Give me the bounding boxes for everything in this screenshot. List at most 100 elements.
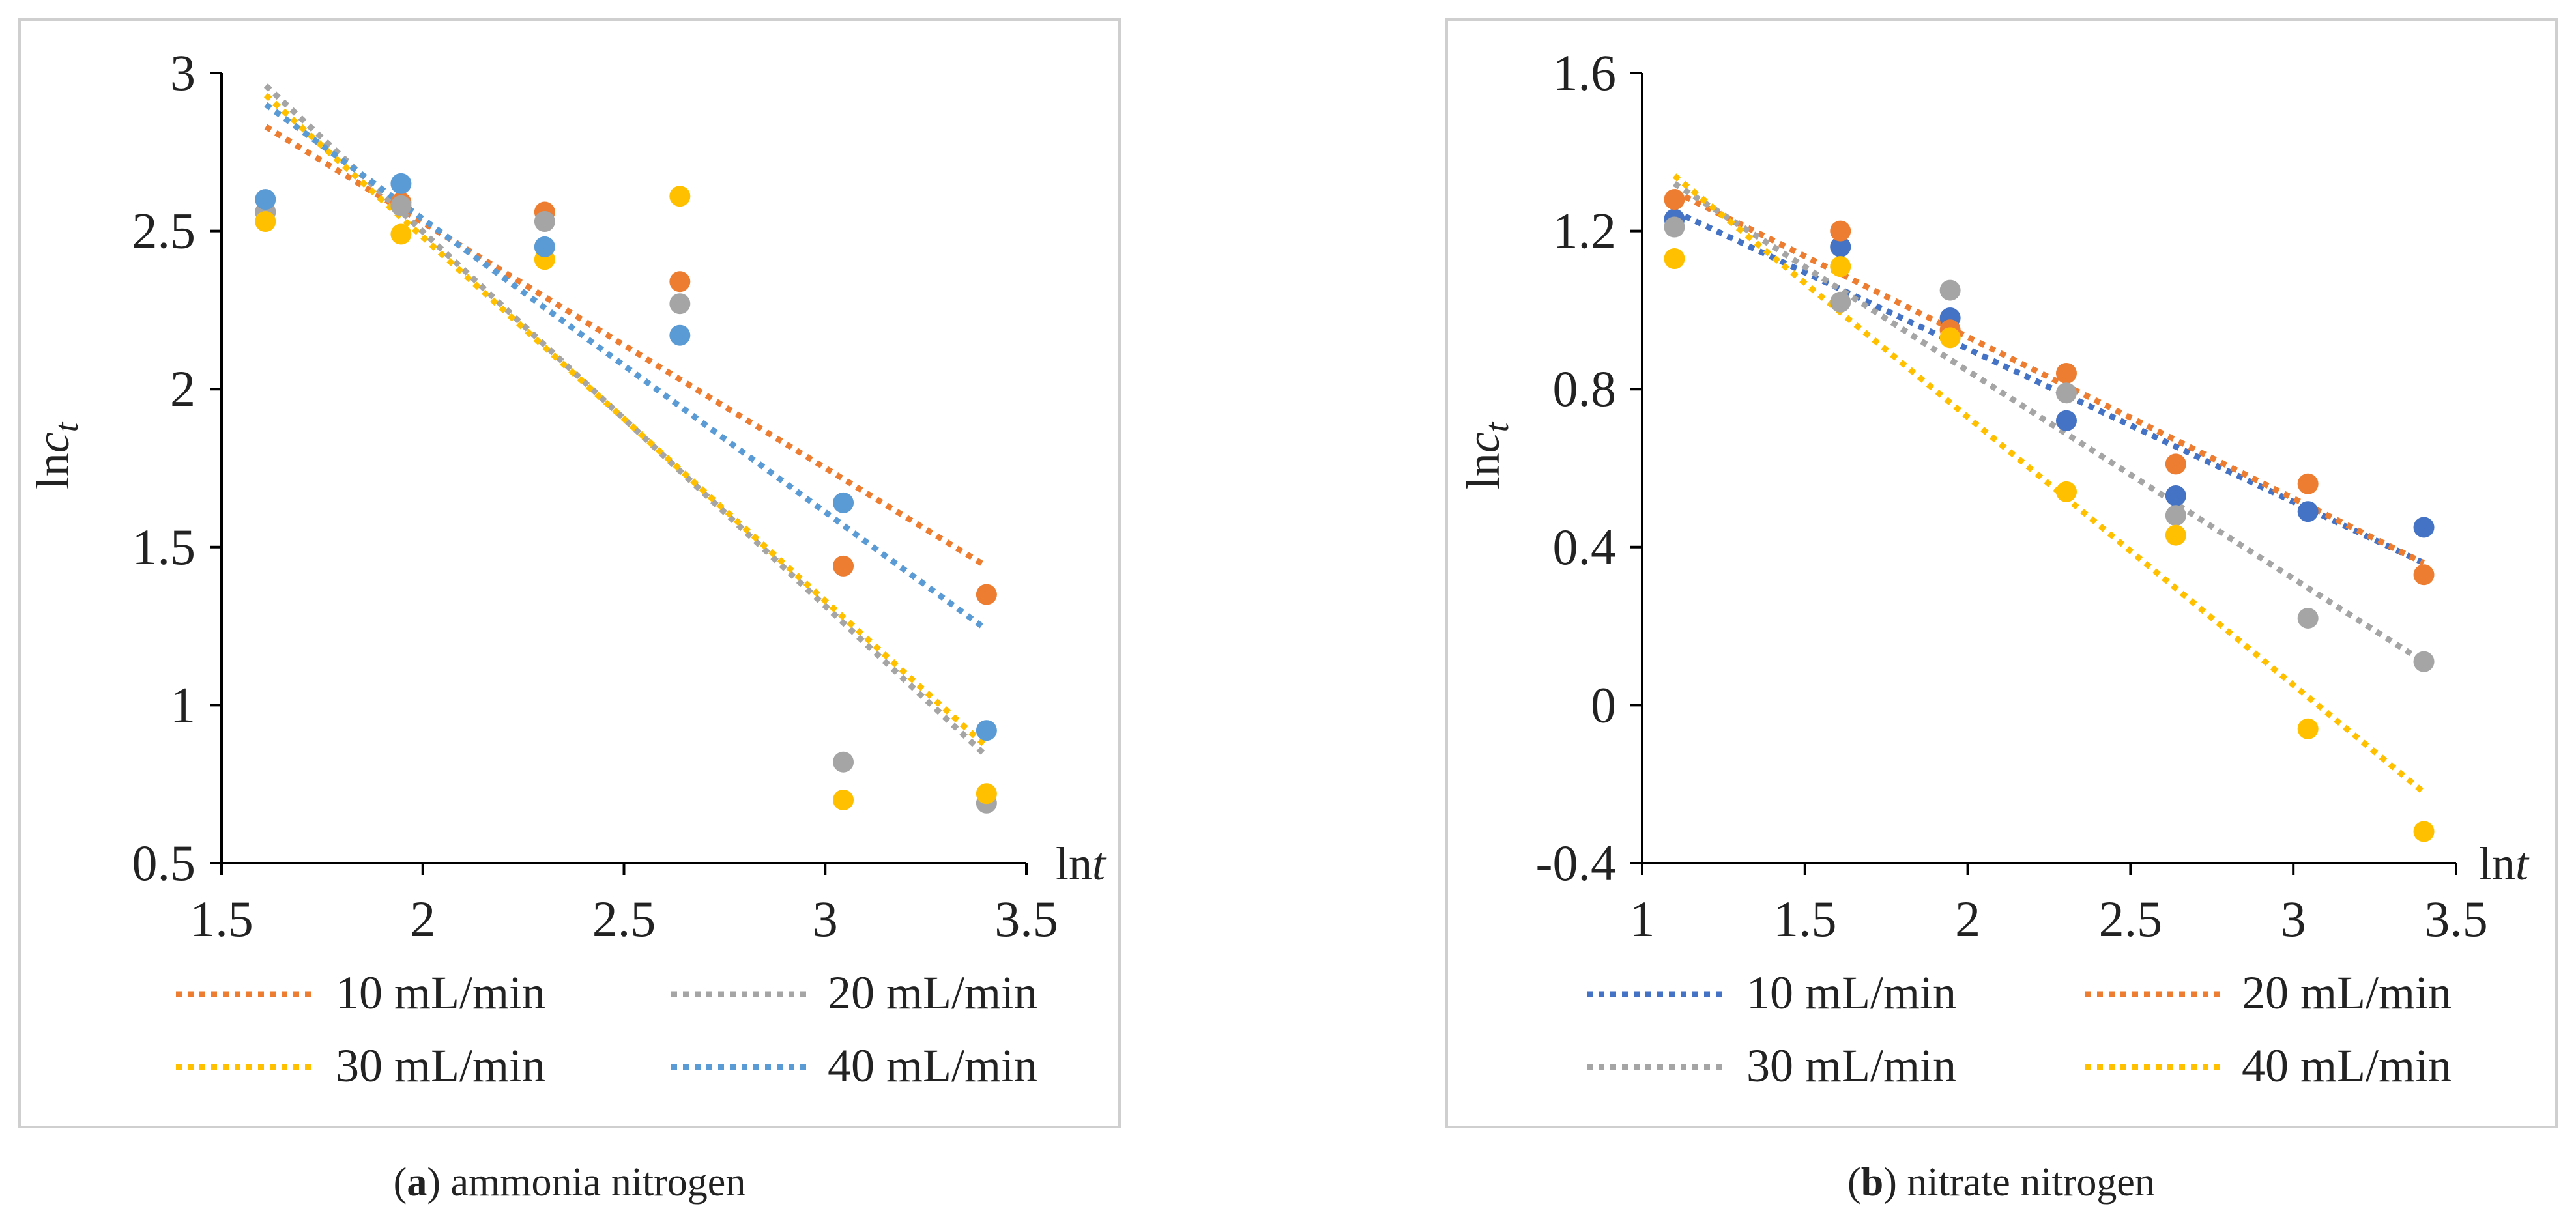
y-axis-title-var: c xyxy=(27,432,79,453)
y-tick-label: 1.5 xyxy=(132,519,196,575)
x-axis-title-var: t xyxy=(2515,838,2530,890)
data-point xyxy=(976,783,997,805)
panel-b-legend: 10 mL/min 20 mL/min 30 mL/min 40 mL/min xyxy=(1587,967,2452,1092)
data-point xyxy=(1830,291,1851,313)
trendline-30 xyxy=(1673,181,2425,664)
panel-b-x-ticklabels: 1 1.5 2 2.5 3 3.5 xyxy=(1630,891,2488,947)
panel-b-caption: (b) nitrate nitrogen xyxy=(1847,1160,2155,1205)
panel-a-axes xyxy=(210,72,1028,875)
data-point xyxy=(669,324,691,346)
y-axis-title-prefix: ln xyxy=(27,453,79,489)
data-point xyxy=(833,751,854,773)
x-tick-label: 3 xyxy=(813,891,838,947)
x-tick-label: 2 xyxy=(410,891,435,947)
legend-label: 20 mL/min xyxy=(828,967,1037,1019)
data-point xyxy=(1830,220,1851,242)
trendline-10 xyxy=(1673,208,2425,566)
data-point xyxy=(1664,216,1685,238)
data-point xyxy=(2055,481,2077,502)
panel-a-x-axis-title: lnt xyxy=(1056,838,1107,890)
data-point xyxy=(255,189,276,210)
data-point xyxy=(1939,327,1961,349)
data-point xyxy=(2165,524,2186,546)
data-point xyxy=(2055,362,2077,384)
data-point xyxy=(390,173,412,194)
data-point xyxy=(833,555,854,577)
panel-b-y-axis-title: lnct xyxy=(1457,421,1516,489)
y-axis-title-prefix: ln xyxy=(1457,453,1509,489)
data-point xyxy=(669,186,691,207)
y-tick-label: 0.5 xyxy=(132,835,196,891)
data-point xyxy=(2297,607,2319,629)
panel-a-y-axis-title: lnct xyxy=(27,421,85,489)
data-point xyxy=(669,293,691,315)
panel-a-caption-text: ammonia nitrogen xyxy=(450,1160,745,1205)
data-point xyxy=(1664,189,1685,210)
data-point xyxy=(255,211,276,233)
data-point xyxy=(390,195,412,216)
data-point xyxy=(1830,236,1851,257)
y-axis-title-var: c xyxy=(1457,432,1509,453)
panel-b-x-axis-title: lnt xyxy=(2479,838,2530,890)
data-point xyxy=(2297,501,2319,522)
x-tick-label: 1 xyxy=(1630,891,1655,947)
data-point xyxy=(2413,517,2435,538)
panel-a-y-ticklabels: 0.5 1 1.5 2 2.5 3 xyxy=(132,44,196,891)
panel-a: 0.511.522.53 1.5 2 2.5 3 3.5 lnct lnt 10 mL/… xyxy=(18,18,1121,1205)
x-tick-label: 3.5 xyxy=(994,891,1058,947)
panel-b-frame xyxy=(1445,18,2558,1128)
panel-a-frame xyxy=(18,18,1121,1128)
data-point xyxy=(2297,718,2319,739)
data-point xyxy=(390,223,412,245)
x-tick-label: 2 xyxy=(1955,891,1980,947)
x-tick-label: 1.5 xyxy=(190,891,253,947)
panel-a-caption: (a) ammonia nitrogen xyxy=(394,1160,746,1205)
data-point xyxy=(1664,248,1685,270)
y-tick-label: 2.5 xyxy=(132,203,196,259)
trendline-40 xyxy=(1672,173,2425,795)
x-tick-label: 2.5 xyxy=(592,891,656,947)
panel-a-x-ticklabels: 1.5 2 2.5 3 3.5 xyxy=(190,891,1058,947)
data-point xyxy=(669,271,691,293)
legend-label: 30 mL/min xyxy=(1746,1040,1956,1092)
panel-b: -0.400.40.81.21.6 1 1.5 2 2.5 3 3.5 lnct lnt … xyxy=(1445,18,2558,1205)
data-point xyxy=(2413,651,2435,672)
data-point xyxy=(976,584,997,605)
y-tick-label: 1.2 xyxy=(1553,203,1617,259)
data-point xyxy=(1830,256,1851,278)
y-tick-label: 0.4 xyxy=(1553,519,1617,575)
data-point xyxy=(2165,453,2186,475)
x-tick-label: 1.5 xyxy=(1773,891,1837,947)
y-tick-label: 0 xyxy=(1591,676,1616,733)
x-tick-label: 3.5 xyxy=(2424,891,2488,947)
legend-label: 30 mL/min xyxy=(336,1040,545,1092)
legend-label: 20 mL/min xyxy=(2242,967,2452,1019)
panel-a-legend: 10 mL/min 20 mL/min 30 mL/min 40 mL/min xyxy=(176,967,1037,1092)
data-point xyxy=(2297,473,2319,494)
panel-b-trendlines xyxy=(1672,173,2425,795)
data-point xyxy=(534,236,555,257)
panel-a-caption-letter: a xyxy=(407,1160,427,1205)
data-point xyxy=(833,492,854,513)
data-point xyxy=(2055,382,2077,404)
panel-b-y-ticklabels: -0.4 0 0.4 0.8 1.2 1.6 xyxy=(1536,44,1616,891)
y-axis-title-sub: t xyxy=(1479,421,1516,432)
data-point xyxy=(2165,505,2186,526)
trendline-40 xyxy=(264,102,988,632)
legend-label: 40 mL/min xyxy=(828,1040,1037,1092)
y-tick-label: 2 xyxy=(170,360,195,417)
legend-label: 40 mL/min xyxy=(2242,1040,2452,1092)
data-point xyxy=(1939,279,1961,301)
data-point xyxy=(2413,564,2435,586)
panel-b-caption-letter: b xyxy=(1861,1160,1883,1205)
panel-a-trendlines xyxy=(263,83,989,758)
y-tick-label: 0.8 xyxy=(1553,360,1617,417)
x-tick-label: 3 xyxy=(2281,891,2306,947)
data-point xyxy=(534,211,555,233)
y-tick-label: -0.4 xyxy=(1536,835,1616,891)
x-axis-title-var: t xyxy=(1092,838,1107,890)
data-point xyxy=(833,789,854,810)
panel-b-caption-text: nitrate nitrogen xyxy=(1907,1160,2154,1205)
